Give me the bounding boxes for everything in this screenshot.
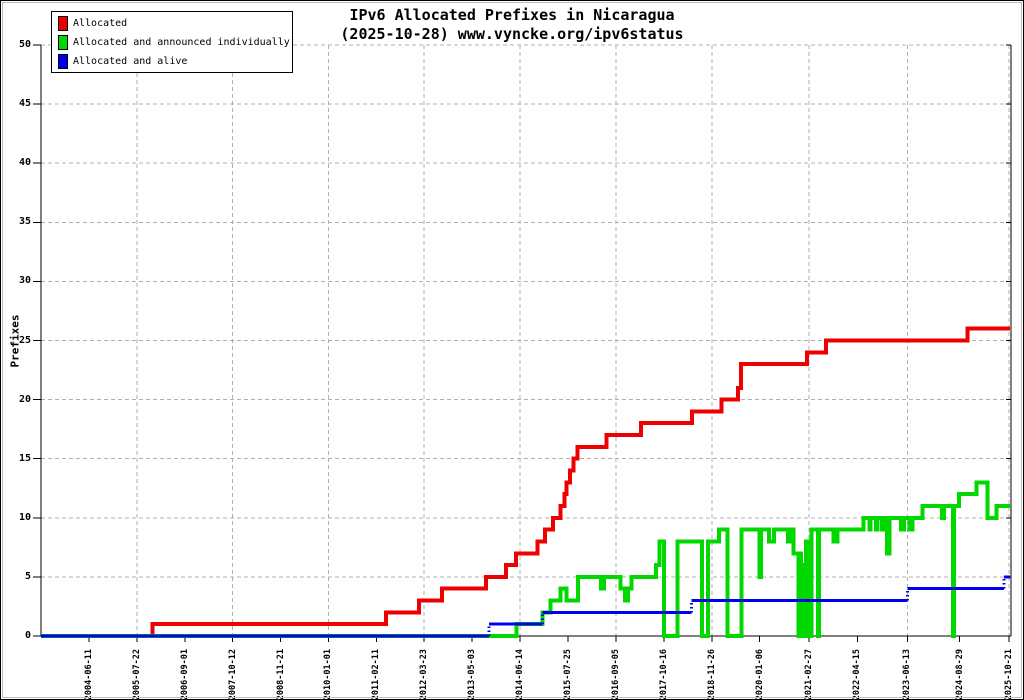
legend-item-announced: Allocated and announced individually — [58, 33, 292, 52]
x-tick-label: 2016-09-05 — [611, 649, 622, 700]
x-tick-label: 2010-01-01 — [323, 649, 334, 700]
chart-subtitle: (2025-10-28) www.vyncke.org/ipv6status — [340, 25, 684, 43]
x-tick-label: 2005-07-22 — [131, 649, 142, 700]
x-tick-label: 2020-01-06 — [754, 649, 765, 700]
series-allocated-and-announced-individually — [41, 480, 1010, 638]
x-tick-label: 2023-06-13 — [902, 649, 913, 700]
x-tick-label: 2011-02-11 — [371, 649, 382, 700]
x-tick-label: 2021-02-27 — [803, 649, 814, 700]
legend-label: Allocated and alive — [73, 56, 188, 67]
x-tick-label: 2004-06-11 — [84, 649, 95, 700]
series-allocated-and-alive — [487, 576, 1006, 636]
y-tick-label: 20 — [18, 393, 31, 405]
x-tick-label: 2022-04-15 — [852, 649, 863, 700]
x-tick-label: 2025-10-21 — [1003, 649, 1014, 700]
series-allocated — [41, 326, 1010, 638]
legend: Allocated Allocated and announced indivi… — [51, 11, 293, 73]
y-tick-label: 45 — [18, 98, 31, 110]
x-tick-label: 2012-03-23 — [419, 649, 430, 700]
y-tick-label: 50 — [18, 39, 31, 50]
y-tick-label: 30 — [18, 275, 31, 287]
chart-title: IPv6 Allocated Prefixes in Nicaragua — [349, 6, 675, 24]
legend-swatch-announced — [58, 35, 68, 50]
legend-label: Allocated — [73, 18, 128, 29]
x-tick-label: 2007-10-12 — [227, 649, 238, 700]
legend-item-allocated: Allocated — [58, 14, 292, 33]
legend-swatch-allocated — [58, 16, 68, 31]
x-tick-label: 2015-07-25 — [562, 649, 573, 700]
x-tick-label: 2013-05-03 — [467, 649, 478, 700]
x-tick-label: 2018-11-26 — [706, 649, 717, 700]
x-tick-label: 2017-10-16 — [658, 649, 669, 700]
y-tick-label: 25 — [18, 334, 31, 346]
y-tick-label: 35 — [18, 216, 31, 228]
x-tick-label: 2008-11-21 — [275, 649, 286, 700]
series-allocated-and-alive — [41, 575, 1010, 638]
y-tick-label: 5 — [24, 570, 31, 582]
legend-label: Allocated and announced individually — [73, 37, 290, 48]
legend-item-alive: Allocated and alive — [58, 52, 292, 71]
legend-swatch-alive — [58, 54, 68, 69]
y-tick-label: 10 — [18, 511, 31, 523]
x-tick-label: 2024-08-29 — [954, 649, 965, 700]
y-tick-label: 15 — [18, 452, 31, 464]
x-tick-label: 2006-09-01 — [179, 649, 190, 700]
y-tick-label: 40 — [18, 157, 31, 169]
y-tick-label: 0 — [24, 630, 31, 641]
x-tick-label: 2014-06-14 — [515, 649, 526, 700]
